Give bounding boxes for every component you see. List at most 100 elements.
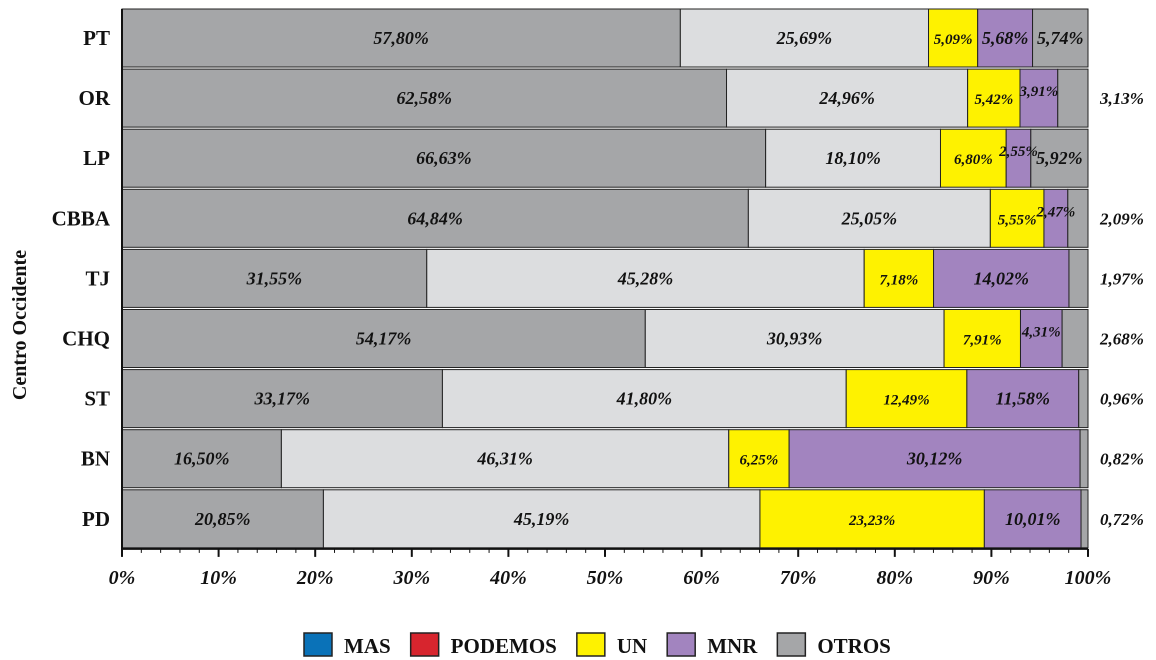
legend-label-otros: OTROS [817,634,891,658]
bar-bn-otros [1079,429,1089,489]
data-label-pt-podemos: 25,69% [776,28,833,48]
bars-layer [121,8,1089,549]
legend: MAS PODEMOS UN MNR OTROS [303,632,891,658]
data-label-bn-podemos: 46,31% [476,449,533,469]
bar-cbba-otros [1067,188,1089,248]
x-tick-label-3: 30% [392,567,430,589]
bar-pt-un [928,8,979,68]
data-label-cbba-mnr: 2,47% [1036,204,1076,220]
x-tick-label-6: 60% [683,567,720,589]
data-label-cbba-un: 5,55% [998,212,1037,228]
data-label-st-otros: 0,96% [1100,390,1144,409]
data-label-tj-un: 7,18% [879,272,918,288]
bar-lp-mnr [1005,128,1032,188]
data-label-st-un: 12,49% [883,393,929,409]
bar-chq-podemos [644,309,945,368]
data-label-st-mas: 33,17% [253,389,310,409]
category-label-pt: PT [83,26,110,50]
category-labels-layer: PT OR LP CBBA TJ CHQ ST BN PD [52,26,111,531]
bar-cbba-un [989,188,1045,248]
bar-pt-otros [1032,8,1089,68]
category-label-chq: CHQ [62,327,110,351]
data-label-pd-podemos: 45,19% [513,509,570,529]
bar-pt-mas [121,8,681,68]
category-label-cbba: CBBA [52,206,111,230]
data-label-pd-mnr: 10,01% [1005,509,1061,529]
data-label-st-mnr: 11,58% [996,389,1051,409]
bar-pt-podemos [679,8,930,68]
x-tick-label-5: 50% [587,567,624,589]
bar-lp-un [939,128,1007,188]
bar-bn-podemos [280,429,730,489]
data-label-pt-un: 5,09% [934,32,973,48]
data-label-pt-mas: 57,80% [373,28,429,48]
legend-label-podemos: PODEMOS [451,634,557,658]
x-axis: 0% 10% 20% 30% 40% 50% 60% 70% 80% 90% 100% [109,9,1112,589]
data-label-pd-otros: 0,72% [1100,510,1144,529]
legend-swatch-un [576,632,606,657]
bar-or-un [967,68,1021,128]
bar-cbba-podemos [747,188,991,248]
data-label-bn-un: 6,25% [740,453,779,469]
bar-pd-un [759,489,985,549]
data-label-bn-mnr: 30,12% [906,449,963,469]
data-label-bn-mas: 16,50% [174,449,230,469]
data-label-lp-podemos: 18,10% [825,148,881,168]
bar-tj-podemos [426,248,865,308]
legend-swatch-otros [776,632,807,657]
data-label-or-otros: 3,13% [1099,89,1144,108]
data-label-chq-mnr: 4,31% [1021,325,1061,341]
data-labels-layer: 57,80% 25,69% 5,09% 5,68% 5,74% 62,58% 24,96% 5… [174,28,1144,529]
category-label-or: OR [79,86,111,110]
bar-pd-mnr [983,489,1082,549]
data-label-pd-un: 23,23% [848,513,895,529]
data-label-chq-mas: 54,17% [356,329,412,349]
bar-bn-un [728,429,790,489]
legend-swatch-podemos [409,632,440,657]
category-label-lp: LP [83,146,110,170]
data-label-or-podemos: 24,96% [818,88,875,108]
bar-or-mas [121,68,728,128]
x-tick-label-4: 40% [489,567,527,589]
bar-chq-mnr [1019,309,1063,368]
data-label-pd-mas: 20,85% [194,509,251,529]
category-label-tj: TJ [85,266,110,290]
bar-pd-otros [1080,489,1089,549]
data-label-lp-un: 6,80% [954,152,993,168]
x-tick-label-10: 100% [1065,567,1112,589]
legend-label-un: UN [617,634,647,658]
bar-or-otros [1057,68,1089,128]
legend-label-mnr: MNR [707,634,758,658]
bar-or-podemos [726,68,969,128]
data-label-lp-otros: 5,92% [1036,148,1083,168]
data-label-pt-otros: 5,74% [1037,28,1084,48]
bar-chq-mas [121,309,646,368]
y-axis-label: Centro Occidente [9,250,31,400]
data-label-cbba-podemos: 25,05% [841,208,898,228]
x-tick-label-8: 80% [876,567,913,589]
x-tick-label-0: 0% [109,567,136,589]
bar-chq-un [943,309,1021,368]
x-tick-label-1: 10% [200,567,237,589]
x-tick-label-9: 90% [973,567,1010,589]
data-label-lp-mas: 66,63% [416,148,472,168]
data-label-or-mas: 62,58% [397,88,453,108]
data-label-tj-mas: 31,55% [246,268,303,288]
bar-st-otros [1078,369,1089,429]
legend-swatch-mas [303,632,333,657]
data-label-st-podemos: 41,80% [616,389,673,409]
category-label-pd: PD [82,507,110,531]
bar-tj-otros [1068,248,1089,308]
bar-tj-un [863,248,935,308]
data-label-tj-otros: 1,97% [1100,269,1144,288]
data-label-bn-otros: 0,82% [1100,450,1144,469]
x-tick-label-2: 20% [296,567,334,589]
bar-or-mnr [1019,68,1059,128]
data-label-tj-podemos: 45,28% [617,268,674,288]
data-label-cbba-mas: 64,84% [407,208,463,228]
data-label-tj-mnr: 14,02% [974,268,1030,288]
bar-st-mnr [966,369,1080,429]
data-label-chq-podemos: 30,93% [766,329,823,349]
bar-pd-podemos [322,489,761,549]
